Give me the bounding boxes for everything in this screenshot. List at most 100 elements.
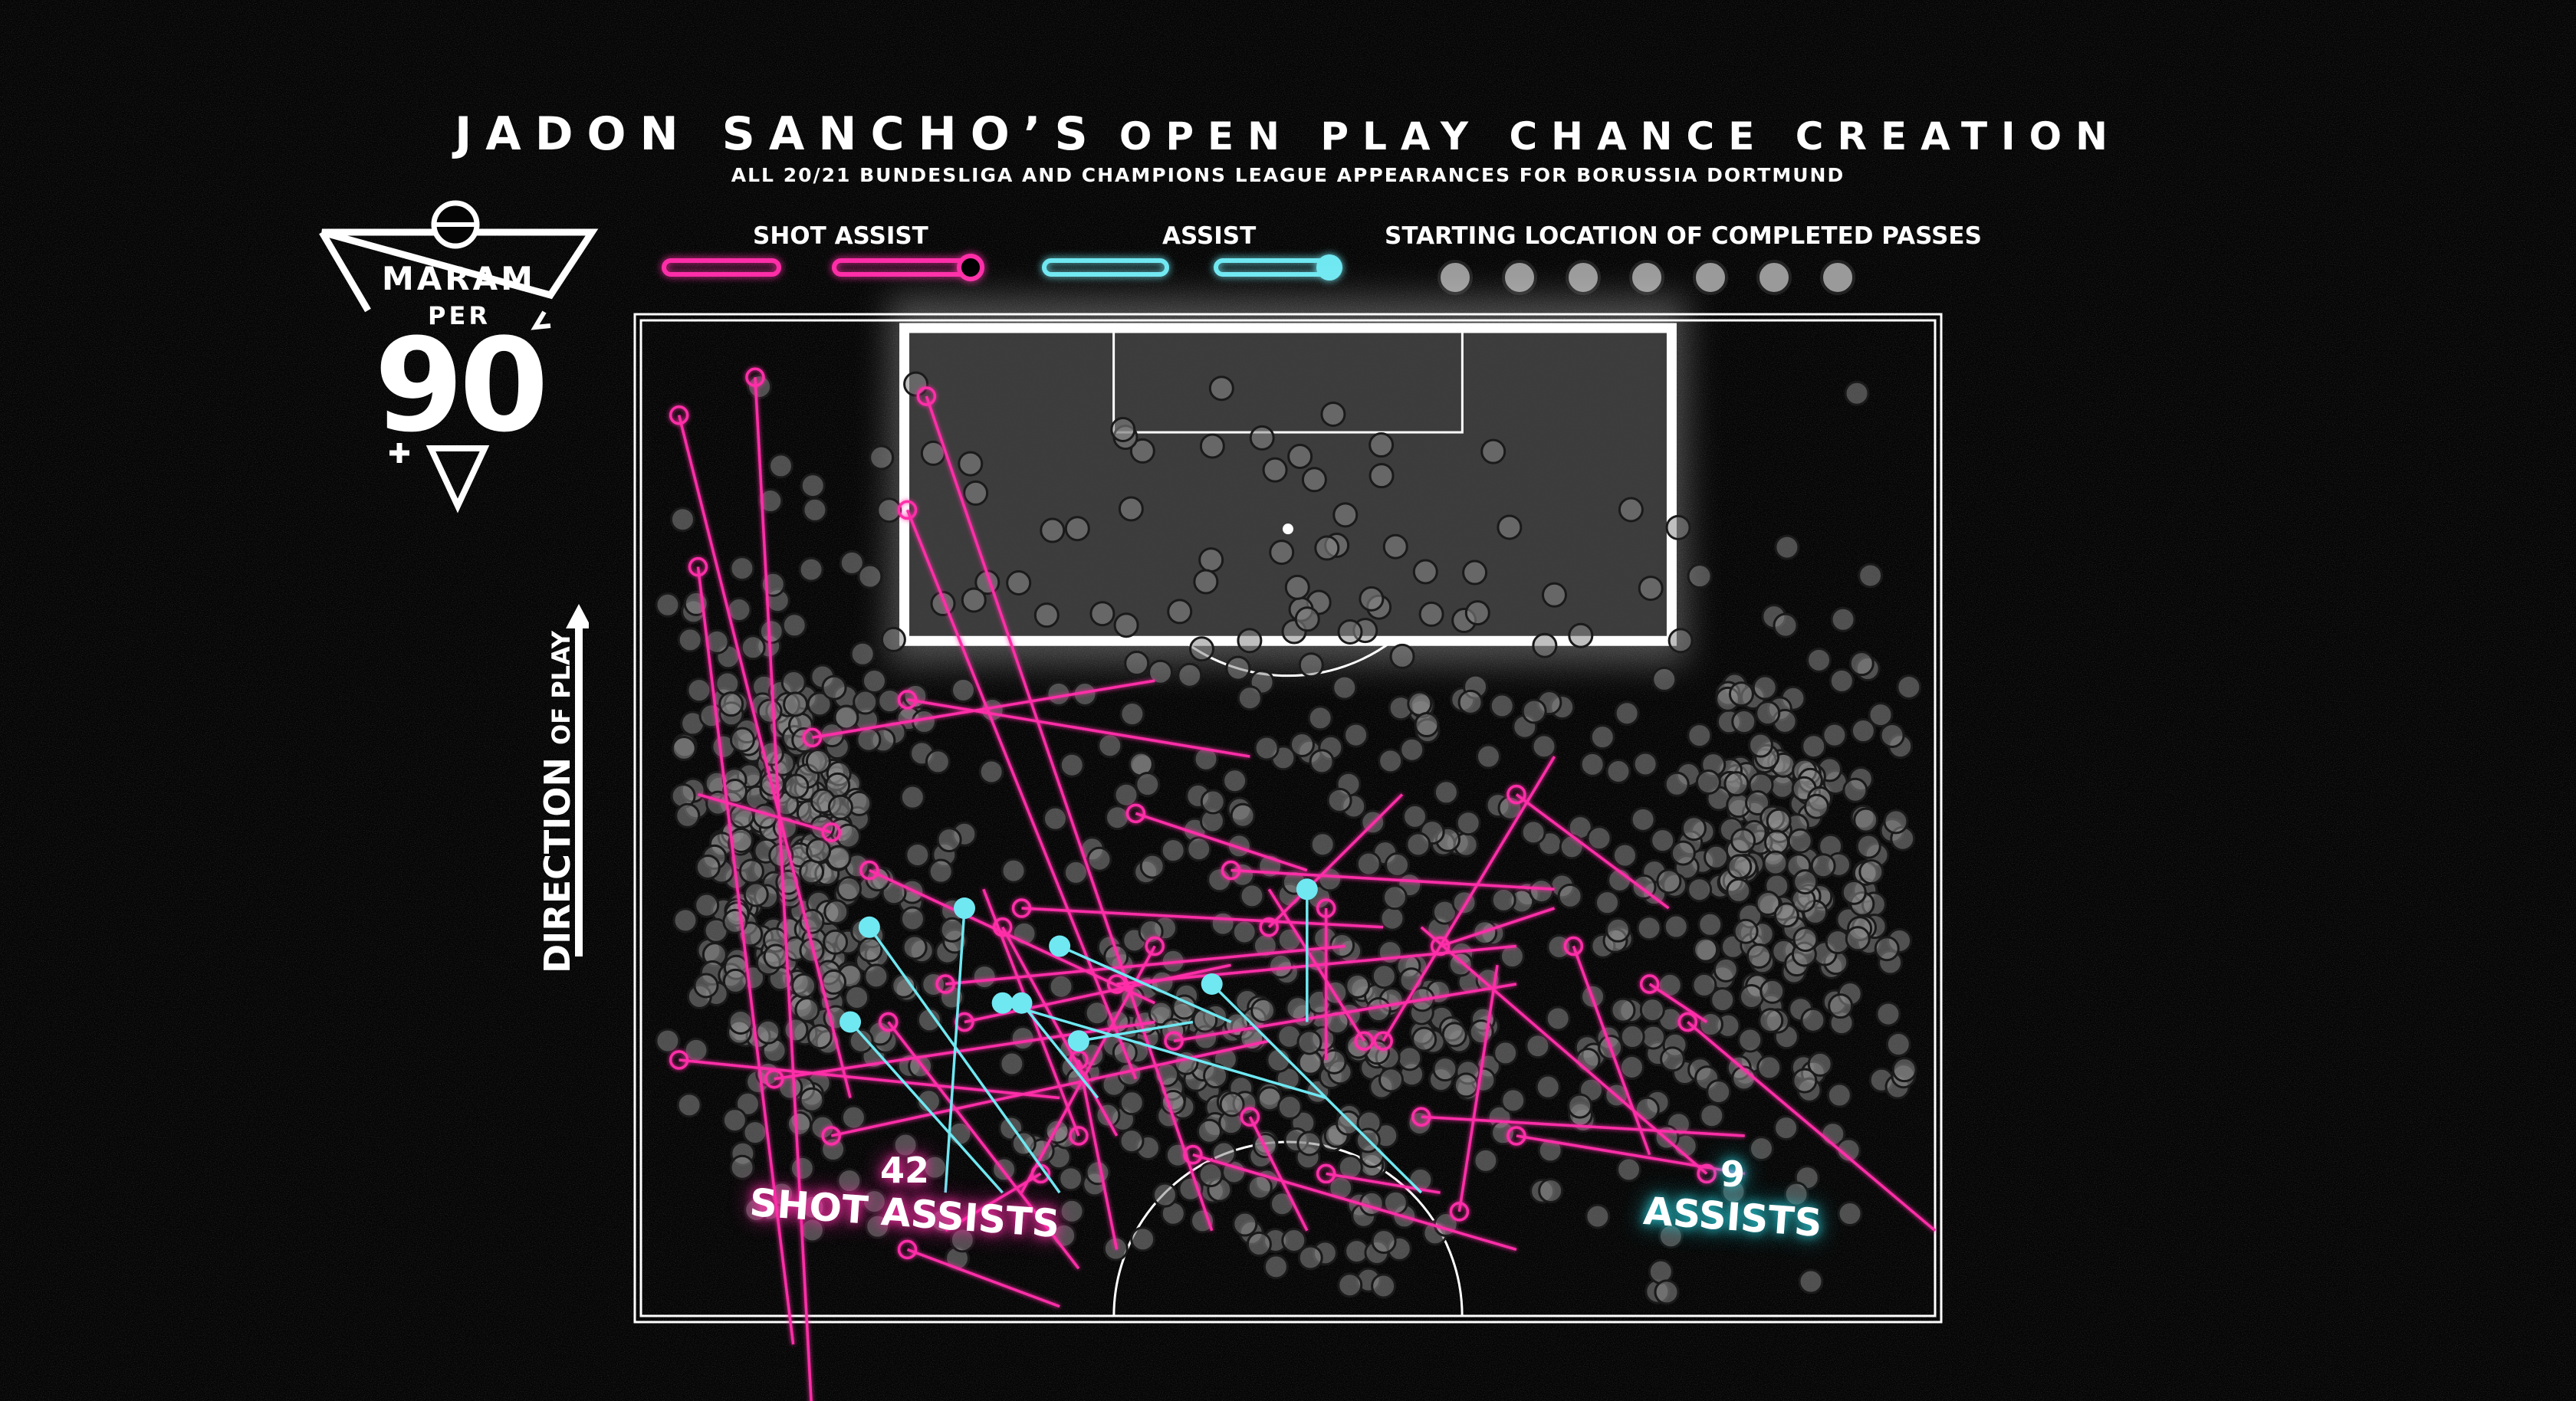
pass-start-dot — [1535, 1074, 1561, 1100]
shot-assist-line — [964, 963, 1231, 1024]
assist-line — [1211, 983, 1423, 1194]
pass-start-dot — [1294, 606, 1320, 632]
pass-start-dot — [1792, 1068, 1818, 1094]
pass-start-dot — [1568, 622, 1594, 648]
pass-start-dot — [1378, 748, 1404, 774]
pass-start-dot — [1638, 576, 1664, 602]
pass-start-dot — [1010, 1025, 1036, 1052]
pass-start-dot — [950, 677, 976, 703]
pass-start-dot — [961, 587, 987, 613]
pass-start-dot — [1545, 1006, 1571, 1032]
shot-assist-line — [1515, 793, 1670, 910]
pass-start-dot — [1337, 1272, 1363, 1298]
pass-start-dot — [905, 842, 931, 868]
shot-assist-end-marker — [1145, 936, 1165, 956]
shot-assist-end-marker — [1354, 1031, 1375, 1051]
pass-start-dot — [1650, 828, 1676, 854]
pass-start-dot — [1589, 724, 1615, 750]
pass-start-dot — [1359, 586, 1385, 612]
pass-start-dot — [1250, 998, 1276, 1024]
pass-start-dot — [1490, 887, 1516, 913]
pass-start-dot — [1656, 868, 1682, 894]
assist-line — [1002, 1002, 1327, 1100]
pass-start-dot — [1830, 606, 1856, 632]
pass-start-dot — [930, 591, 956, 617]
shot-assist-line — [677, 415, 852, 1098]
pass-start-dot — [1326, 787, 1352, 813]
pass-start-dot — [1632, 751, 1658, 777]
pass-start-dot — [848, 1028, 874, 1054]
pass-start-dot — [1663, 914, 1689, 940]
logo-number-90: 90 — [374, 310, 549, 461]
pass-start-dot — [920, 440, 946, 466]
pass-start-dot — [1837, 1201, 1863, 1227]
pass-start-dot — [1529, 878, 1555, 904]
pass-start-dot — [1190, 1208, 1216, 1234]
pass-start-dot — [1639, 997, 1665, 1023]
pass-start-dot — [1148, 1000, 1174, 1026]
shot-assist-line — [1192, 1153, 1517, 1252]
pass-start-dot — [728, 827, 754, 853]
pass-start-dot — [853, 689, 879, 715]
pass-start-dot — [836, 876, 863, 902]
maram-per-90-logo: MARAM PER 90 — [314, 195, 606, 533]
assist-line — [868, 926, 1061, 1194]
pass-start-dot — [902, 934, 928, 960]
pass-start-dot — [1407, 691, 1433, 717]
shot-assist-line — [869, 868, 1155, 1005]
shot-assist-line — [945, 1172, 1042, 1232]
shot-assist-end-marker — [935, 974, 955, 994]
pass-start-dot — [1691, 972, 1717, 998]
pass-start-dot — [963, 480, 989, 506]
pass-start-dot — [925, 749, 951, 775]
pass-start-dot — [1298, 652, 1324, 678]
pass-start-dot — [1704, 844, 1730, 870]
pass-start-dot — [1198, 1162, 1224, 1188]
shot-assist-line — [696, 566, 795, 1345]
pass-start-dot — [1579, 751, 1605, 777]
assists-total: 9 ASSISTS — [1625, 1153, 1840, 1245]
pass-start-dot — [694, 892, 720, 918]
pass-start-dot — [1345, 973, 1371, 999]
pass-start-dot — [1807, 1051, 1833, 1077]
pass-start-dot — [1210, 910, 1236, 937]
pass-start-dot — [1418, 601, 1444, 627]
pass-start-dot — [1841, 879, 1867, 905]
pass-start-dot — [799, 937, 825, 963]
pass-start-dot — [1658, 1223, 1684, 1249]
completed-pass-dots — [655, 371, 1922, 1305]
pass-start-dot — [1848, 651, 1875, 677]
pass-start-dot — [1110, 416, 1136, 442]
shot-assist-end-marker — [1506, 1126, 1526, 1146]
pass-start-dot — [757, 488, 784, 514]
pass-start-dot — [1803, 793, 1829, 819]
direction-arrow-icon — [566, 604, 589, 956]
pass-start-dot — [869, 445, 895, 471]
pass-start-dot — [1046, 681, 1072, 707]
pass-start-dot — [1208, 376, 1234, 402]
shot-assist-line — [905, 509, 1138, 1080]
pass-start-dot — [1497, 514, 1523, 540]
pass-start-dot — [1521, 698, 1547, 724]
pass-start-dot — [1748, 1136, 1774, 1162]
pass-start-dot — [1755, 700, 1781, 727]
pass-start-dot — [768, 453, 794, 479]
pass-start-dot — [1196, 1118, 1222, 1144]
shot-assist-line — [1516, 1134, 1746, 1176]
pass-start-dot — [704, 628, 730, 655]
pass-start-dot — [1713, 956, 1739, 983]
pass-start-dot — [1845, 926, 1871, 952]
logo-word-maram: MARAM — [382, 260, 536, 297]
pass-start-dot — [1665, 514, 1691, 540]
pass-start-dot — [1618, 497, 1644, 523]
pass-start-dot — [1231, 919, 1257, 945]
shot-assist-line — [754, 377, 813, 1401]
pass-start-dot — [1499, 943, 1525, 970]
pass-start-dot — [806, 838, 832, 864]
pass-start-dot — [1773, 902, 1799, 928]
title-rest: OPEN PLAY CHANCE CREATION — [1119, 114, 2122, 159]
pass-start-dot — [1365, 997, 1392, 1023]
six-yard-box — [1112, 326, 1464, 434]
pass-start-dot — [1473, 1147, 1499, 1173]
pass-start-dot — [1447, 951, 1474, 977]
